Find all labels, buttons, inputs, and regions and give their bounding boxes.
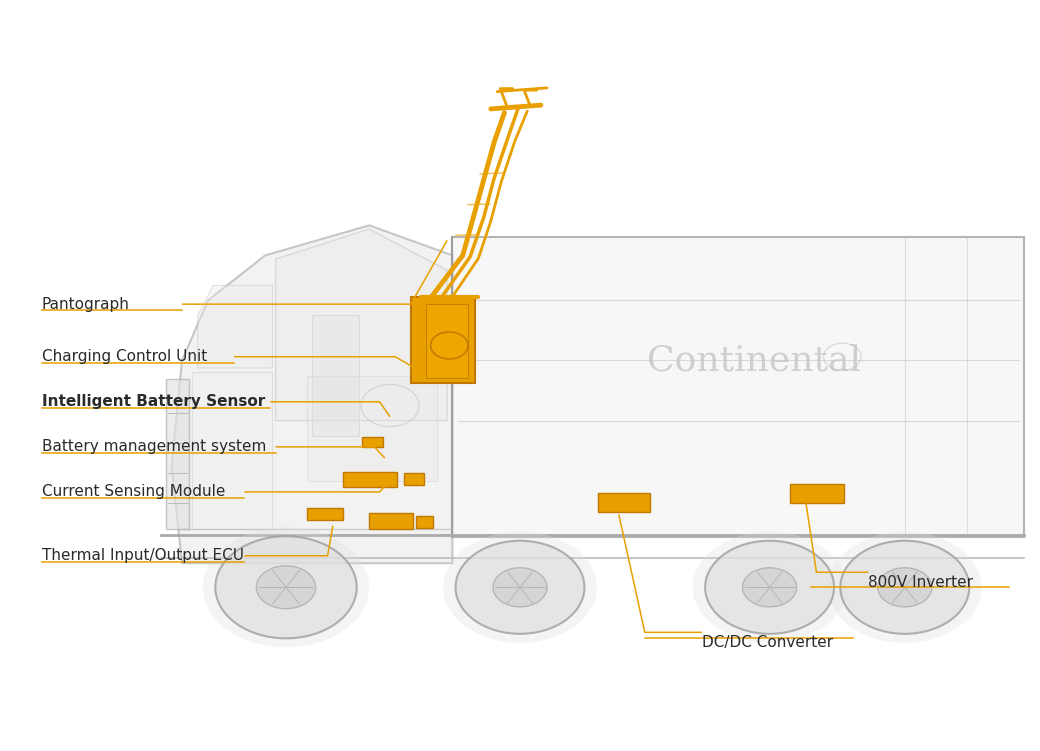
- Polygon shape: [172, 225, 452, 563]
- Circle shape: [456, 541, 584, 634]
- FancyBboxPatch shape: [790, 484, 844, 503]
- FancyBboxPatch shape: [343, 472, 397, 487]
- Text: Intelligent Battery Sensor: Intelligent Battery Sensor: [42, 394, 265, 409]
- Polygon shape: [198, 285, 272, 368]
- Circle shape: [705, 541, 834, 634]
- FancyBboxPatch shape: [404, 473, 424, 485]
- Circle shape: [443, 532, 597, 643]
- Text: Thermal Input/Output ECU: Thermal Input/Output ECU: [42, 548, 243, 563]
- Circle shape: [743, 568, 797, 607]
- Text: 800V Inverter: 800V Inverter: [868, 575, 973, 590]
- Circle shape: [203, 527, 369, 647]
- Text: Battery management system: Battery management system: [42, 439, 266, 454]
- Polygon shape: [452, 237, 1024, 537]
- FancyBboxPatch shape: [362, 437, 383, 447]
- Text: Charging Control Unit: Charging Control Unit: [42, 349, 207, 364]
- Circle shape: [215, 536, 357, 638]
- Text: Continental: Continental: [647, 343, 861, 378]
- Circle shape: [256, 566, 316, 609]
- Text: Current Sensing Module: Current Sensing Module: [42, 484, 225, 499]
- FancyBboxPatch shape: [411, 297, 475, 383]
- FancyBboxPatch shape: [369, 513, 413, 529]
- FancyBboxPatch shape: [166, 379, 189, 529]
- Polygon shape: [307, 376, 437, 481]
- Circle shape: [878, 568, 932, 607]
- FancyBboxPatch shape: [416, 516, 433, 528]
- Polygon shape: [312, 315, 359, 436]
- Circle shape: [493, 568, 547, 607]
- Text: Pantograph: Pantograph: [42, 297, 129, 312]
- Circle shape: [431, 332, 468, 359]
- FancyBboxPatch shape: [307, 508, 343, 520]
- Circle shape: [828, 532, 982, 643]
- Polygon shape: [276, 229, 447, 421]
- Circle shape: [840, 541, 969, 634]
- Circle shape: [693, 532, 847, 643]
- Polygon shape: [192, 372, 272, 529]
- FancyBboxPatch shape: [426, 304, 468, 378]
- FancyBboxPatch shape: [598, 493, 650, 512]
- Text: DC/DC Converter: DC/DC Converter: [702, 635, 833, 650]
